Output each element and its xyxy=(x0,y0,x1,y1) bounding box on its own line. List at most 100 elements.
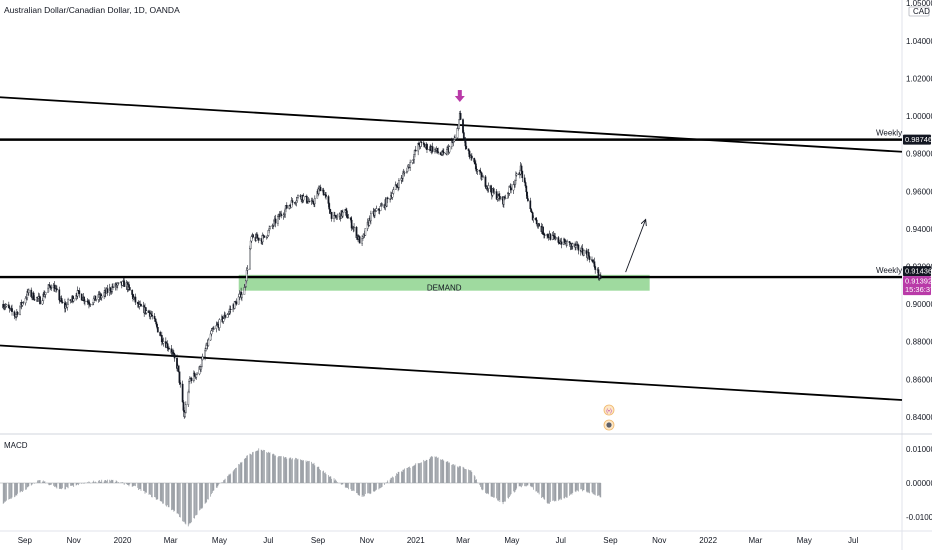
candle-body xyxy=(117,282,120,284)
candle-body xyxy=(362,236,364,239)
candle-body xyxy=(178,371,181,383)
candle-body xyxy=(200,366,202,370)
candle-body xyxy=(454,137,456,140)
svg-text:0.98746: 0.98746 xyxy=(905,135,932,144)
candle-body xyxy=(349,217,352,221)
candle-body xyxy=(32,292,35,300)
candle-body xyxy=(103,292,106,297)
candle-body xyxy=(246,268,249,271)
time-tick-label: May xyxy=(212,536,227,545)
currency-label: CAD xyxy=(913,7,930,16)
candle-body xyxy=(173,353,176,359)
time-tick-label: Nov xyxy=(652,536,666,545)
candle-body xyxy=(140,304,142,307)
candle-body xyxy=(145,310,148,314)
candle-body xyxy=(547,234,549,237)
candle-body xyxy=(336,216,339,218)
candle-body xyxy=(88,302,90,305)
candle-body xyxy=(213,328,215,330)
candle-body xyxy=(106,288,109,293)
time-tick-label: 2021 xyxy=(407,536,425,545)
candle-body xyxy=(442,152,445,154)
dividend-event-icon[interactable] xyxy=(603,404,615,416)
candle-body xyxy=(358,236,361,244)
candle-body xyxy=(50,287,53,289)
candle-body xyxy=(345,210,348,218)
candle-body xyxy=(268,228,271,231)
candle-body xyxy=(453,139,456,142)
candle-body xyxy=(218,319,221,328)
candle-body xyxy=(209,333,212,341)
candle-body xyxy=(128,287,131,291)
chart-title: Australian Dollar/Canadian Dollar, 1D, O… xyxy=(4,5,180,15)
candle-body xyxy=(196,373,198,375)
time-tick-label: Sep xyxy=(603,536,618,545)
time-tick-label: Mar xyxy=(456,536,470,545)
candle-body xyxy=(238,293,241,298)
candle-body xyxy=(11,308,13,312)
candle-body xyxy=(588,256,591,260)
trend-lines[interactable] xyxy=(0,96,903,401)
candle-body xyxy=(280,213,283,217)
candle-body xyxy=(422,142,425,145)
candle-body xyxy=(24,298,27,304)
candle-body xyxy=(116,285,118,287)
candle-body xyxy=(484,176,487,187)
forecast-arrow-icon[interactable] xyxy=(625,219,646,273)
svg-text:15:36:37: 15:36:37 xyxy=(905,285,932,294)
candle-body xyxy=(510,187,512,191)
candle-body xyxy=(327,196,330,204)
candle-body xyxy=(193,372,196,377)
candle-body xyxy=(244,286,247,288)
candle-body xyxy=(593,261,596,267)
time-tick-label: Sep xyxy=(18,536,33,545)
candle-body xyxy=(585,250,588,254)
weekly-upper-text: Weekly xyxy=(876,129,902,138)
candle-body xyxy=(515,174,517,181)
event-icons[interactable]: (•) xyxy=(603,404,615,431)
candle-body xyxy=(381,204,383,206)
candle-body xyxy=(571,243,574,247)
candle-body xyxy=(27,289,30,293)
candle-body xyxy=(370,213,372,221)
candle-body xyxy=(266,235,269,238)
candle-body xyxy=(22,302,25,304)
candle-body xyxy=(227,312,230,315)
candle-body xyxy=(587,252,590,257)
candle-body xyxy=(498,193,500,197)
candle-body xyxy=(535,219,538,225)
candle-body xyxy=(151,315,154,317)
candle-body xyxy=(15,314,17,317)
candle-body xyxy=(345,209,347,211)
candle-body xyxy=(250,236,253,242)
candle-body xyxy=(317,188,320,194)
candle-body xyxy=(411,159,414,163)
currency-box[interactable] xyxy=(908,6,930,17)
demand-zone-label: DEMAND xyxy=(427,284,462,293)
candle-body xyxy=(583,250,585,256)
candle-body xyxy=(116,283,119,286)
candle-body xyxy=(7,304,10,308)
time-tick-label: Jul xyxy=(848,536,858,545)
candle-body xyxy=(100,295,103,298)
candle-body xyxy=(347,217,350,219)
candle-body xyxy=(84,300,86,302)
news-glyph xyxy=(606,422,612,428)
demand-zone[interactable] xyxy=(238,274,650,291)
candle-body xyxy=(30,289,33,297)
candle-body xyxy=(156,327,159,333)
candle-body xyxy=(229,309,232,310)
candle-body xyxy=(148,310,150,313)
candle-body xyxy=(237,296,240,305)
candle-body xyxy=(204,348,207,351)
candle-body xyxy=(446,149,448,155)
candle-body xyxy=(305,195,308,203)
candle-body xyxy=(269,226,271,229)
down-arrow-icon xyxy=(454,90,465,103)
candle-body xyxy=(529,200,532,210)
